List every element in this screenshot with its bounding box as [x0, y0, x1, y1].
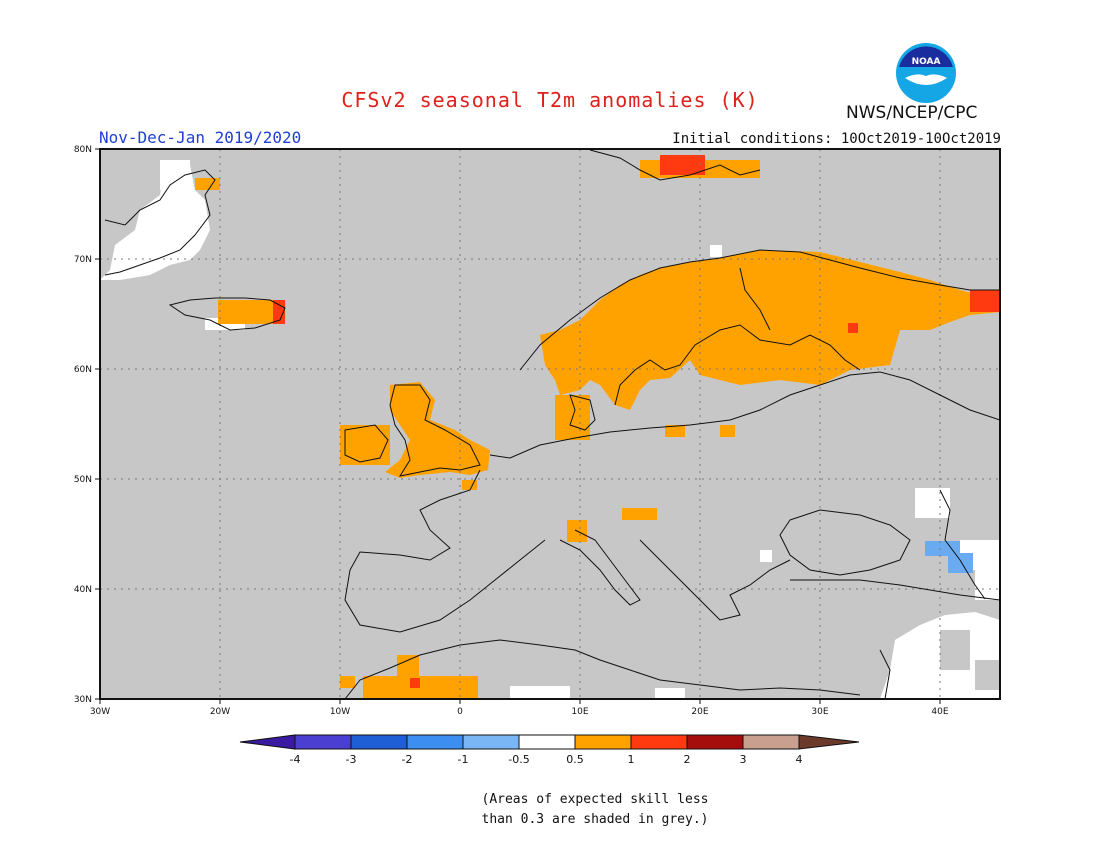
- map-frame: [99, 148, 1001, 700]
- colorbar-label: -2: [402, 753, 413, 766]
- agency-label: NWS/NCEP/CPC: [846, 103, 978, 123]
- lon-label: 30E: [811, 707, 828, 717]
- colorbar-swatch: [630, 734, 688, 750]
- map-title: CFSv2 seasonal T2m anomalies (K): [341, 88, 759, 112]
- lat-label: 30N: [74, 695, 92, 705]
- colorbar-swatch: [518, 734, 576, 750]
- lon-label: 20W: [210, 707, 230, 717]
- colorbar-swatch: [294, 734, 352, 750]
- lat-label: 60N: [74, 365, 92, 375]
- coastlines: [104, 149, 1000, 699]
- axis-ticks: [95, 148, 941, 704]
- logo-text: NOAA: [912, 57, 941, 67]
- skill-note-line2: than 0.3 are shaded in grey.): [481, 812, 709, 827]
- lon-label: 30W: [90, 707, 110, 717]
- lat-label: 50N: [74, 475, 92, 485]
- lat-label: 70N: [74, 255, 92, 265]
- colorbar-label: -0.5: [508, 753, 529, 766]
- lon-label: 40E: [931, 707, 948, 717]
- map-plot-area: [100, 149, 1000, 699]
- lat-label: 40N: [74, 585, 92, 595]
- lon-label: 10W: [330, 707, 350, 717]
- colorbar-label: 3: [740, 753, 747, 766]
- colorbar-swatch: [686, 734, 744, 750]
- forecast-period: Nov-Dec-Jan 2019/2020: [99, 128, 302, 147]
- lon-label: 0: [457, 707, 463, 717]
- colorbar-swatch: [350, 734, 408, 750]
- lon-label: 20E: [691, 707, 708, 717]
- colorbar-arrow-high: [798, 734, 860, 750]
- colorbar-arrow-low: [239, 734, 296, 750]
- colorbar-swatch: [406, 734, 464, 750]
- lon-label: 10E: [571, 707, 588, 717]
- noaa-logo-icon: NOAA: [896, 43, 956, 103]
- grey-background: [100, 149, 1000, 699]
- colorbar-label: -4: [290, 753, 301, 766]
- colorbar-label: 1: [628, 753, 635, 766]
- skill-note-line1: (Areas of expected skill less: [481, 792, 709, 807]
- colorbar-label: -3: [346, 753, 357, 766]
- initial-conditions: Initial conditions: 10Oct2019-10Oct2019: [672, 131, 1001, 147]
- cold-anomaly-areas: [925, 541, 973, 573]
- colorbar-label: -1: [458, 753, 469, 766]
- colorbar-swatch: [742, 734, 800, 750]
- colorbar-swatch: [462, 734, 520, 750]
- lat-label: 80N: [74, 145, 92, 155]
- colorbar: -4 -3 -2 -1 -0.5 0.5 1 2 3 4: [239, 734, 860, 766]
- colorbar-label: 4: [796, 753, 803, 766]
- colorbar-label: 0.5: [566, 753, 584, 766]
- colorbar-label: 2: [684, 753, 691, 766]
- colorbar-swatch: [574, 734, 632, 750]
